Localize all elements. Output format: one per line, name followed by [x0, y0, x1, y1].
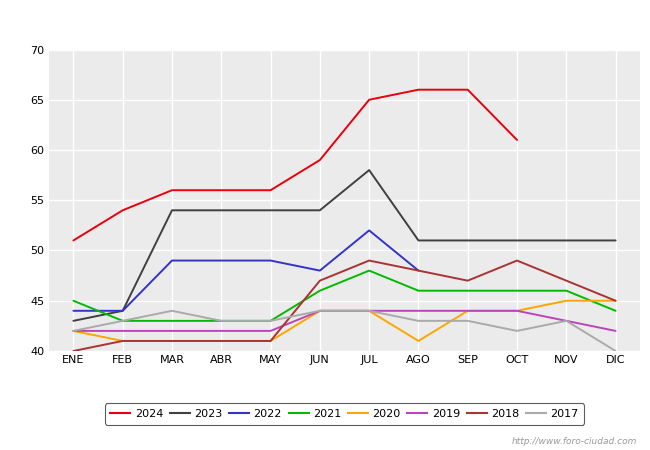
- Legend: 2024, 2023, 2022, 2021, 2020, 2019, 2018, 2017: 2024, 2023, 2022, 2021, 2020, 2019, 2018…: [105, 403, 584, 424]
- Text: Afiliados en Valdescorriel a 30/9/2024: Afiliados en Valdescorriel a 30/9/2024: [168, 11, 482, 29]
- Text: http://www.foro-ciudad.com: http://www.foro-ciudad.com: [512, 436, 637, 446]
